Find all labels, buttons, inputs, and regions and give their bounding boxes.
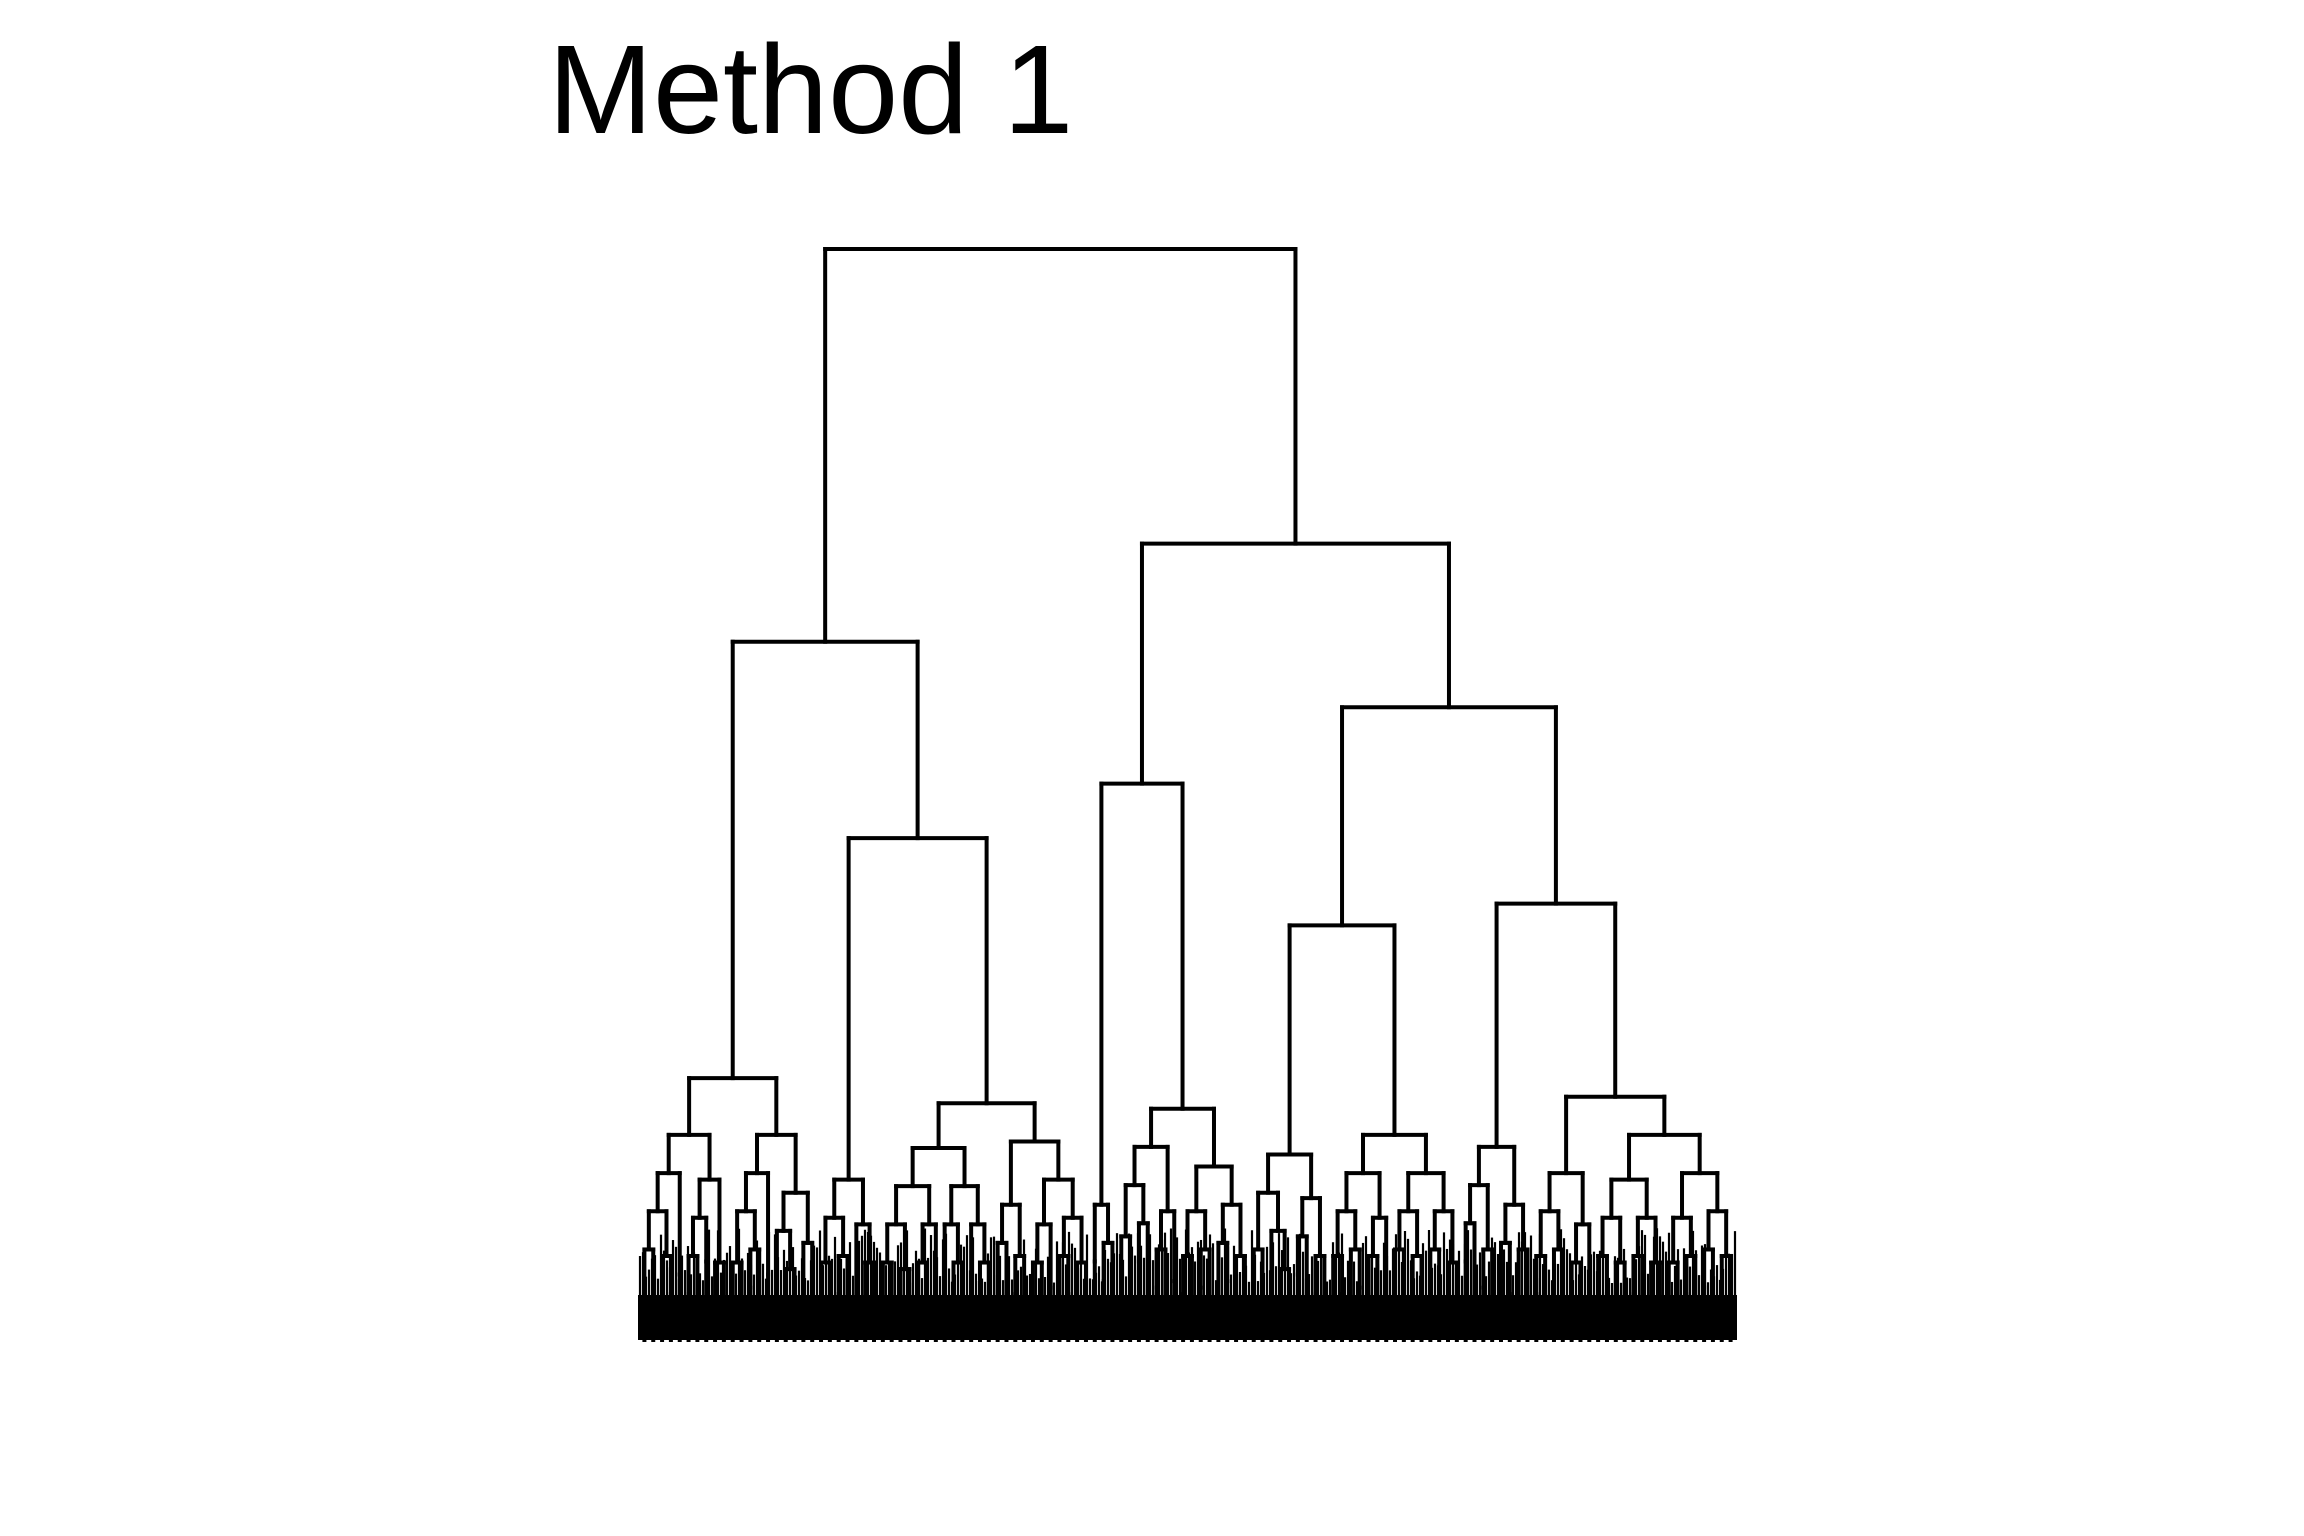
chart-title: Method 1 (548, 19, 1074, 160)
dendrogram-links (642, 247, 1733, 1342)
leaf-fringe (638, 1228, 1737, 1297)
